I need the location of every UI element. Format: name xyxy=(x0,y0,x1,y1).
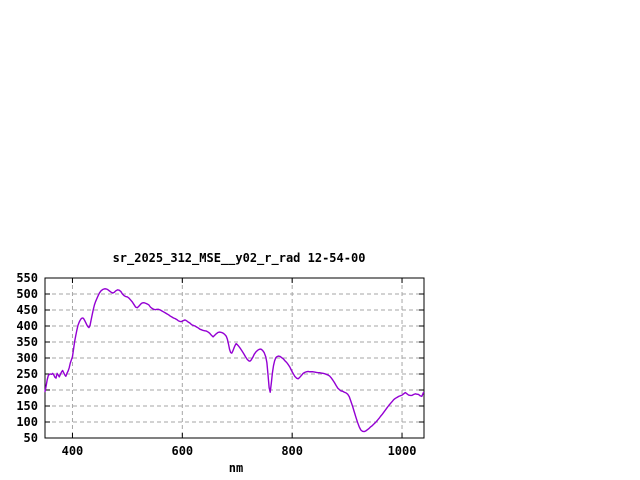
y-tick-label: 300 xyxy=(16,351,38,365)
gridlines xyxy=(45,278,424,438)
tick-labels: 50 100 150 200 250 300 350 400 450 500 550 400 600 80… xyxy=(16,271,416,458)
y-tick-label: 150 xyxy=(16,399,38,413)
spectrum-line xyxy=(44,288,425,433)
x-tick-label: 600 xyxy=(171,444,193,458)
chart-title: sr_2025_312_MSE__y02_r_rad 12-54-00 xyxy=(113,251,366,266)
plot-border xyxy=(44,277,425,439)
y-tick-label: 550 xyxy=(16,271,38,285)
y-tick-label: 500 xyxy=(16,287,38,301)
y-tick-label: 350 xyxy=(16,335,38,349)
y-tick-label: 100 xyxy=(16,415,38,429)
y-tick-label: 450 xyxy=(16,303,38,317)
y-tick-label: 400 xyxy=(16,319,38,333)
x-tick-label: 800 xyxy=(281,444,303,458)
y-tick-label: 250 xyxy=(16,367,38,381)
y-tick-label: 200 xyxy=(16,383,38,397)
x-tick-label: 1000 xyxy=(388,444,417,458)
y-tick-label: 50 xyxy=(24,431,38,445)
x-axis-label: nm xyxy=(229,461,243,475)
x-tick-label: 400 xyxy=(62,444,84,458)
